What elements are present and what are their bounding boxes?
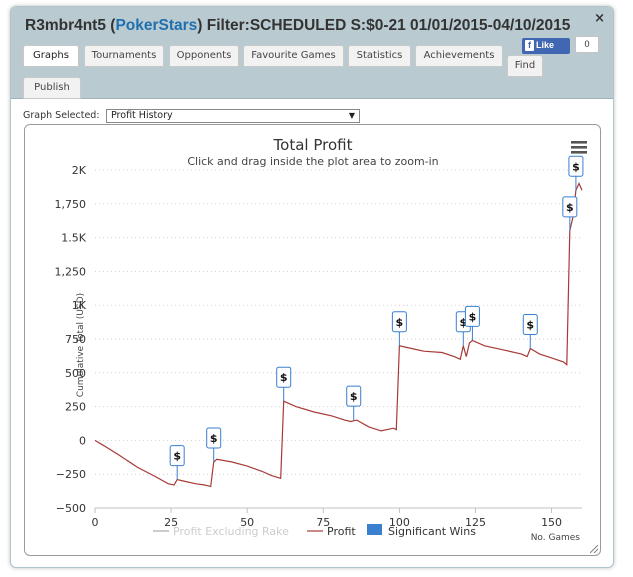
flag-box [568,155,584,177]
flag-label: $ [396,316,404,329]
x-tick-label: 75 [316,516,330,529]
flag-label: $ [210,432,218,445]
close-icon[interactable]: × [594,11,605,26]
x-tick-label: 125 [465,516,486,529]
y-tick-label: 750 [65,333,86,346]
chart-subtitle: Click and drag inside the plot area to z… [187,155,438,168]
significant-win-flag: $ [346,385,362,421]
tab-statistics[interactable]: Statistics [348,45,411,67]
flag-box [276,366,292,388]
significant-win-flag: $ [464,305,480,341]
flag-label: $ [469,310,477,323]
significant-win-flag: $ [169,445,185,480]
menu-icon[interactable] [571,141,587,154]
profit-series-line [94,182,583,488]
legend-label-profit-excluding-rake: Profit Excluding Rake [173,525,289,538]
legend-label-significant-wins: Significant Wins [388,525,476,538]
y-tick-label: 1,750 [55,198,87,211]
tab-graphs[interactable]: Graphs [23,45,79,67]
flag-label: $ [350,390,358,403]
title-bar: R3mbr4nt5 (PokerStars) Filter:SCHEDULED … [11,7,613,99]
site-name[interactable]: PokerStars [115,17,198,34]
flag-label: $ [459,316,467,329]
x-tick-label: 0 [92,516,99,529]
flag-label: $ [526,318,534,331]
significant-win-flag: $ [206,427,222,463]
like-count: 0 [575,36,599,53]
tab-opponents[interactable]: Opponents [169,45,239,67]
tab-tournaments[interactable]: Tournaments [84,45,164,67]
chart-title: Total Profit [273,136,353,154]
y-tick-label: 0 [79,434,86,447]
tab-favourite-games[interactable]: Favourite Games [243,45,344,67]
flag-label: $ [173,450,181,463]
menu-icon-bar [571,151,587,154]
graph-selected-label: Graph Selected: [23,110,100,121]
flag-label: $ [566,201,574,214]
significant-win-flag: $ [562,196,578,231]
leaderboard-window: R3mbr4nt5 (PokerStars) Filter:SCHEDULED … [10,6,614,568]
window-title: R3mbr4nt5 (PokerStars) Filter:SCHEDULED … [25,17,571,34]
tab-find[interactable]: Find [507,55,543,77]
x-tick-label: 50 [240,516,254,529]
flag-box [206,427,222,449]
like-label: Like [536,40,555,50]
profit-chart[interactable]: Total Profit Click and drag inside the p… [25,125,602,557]
flag-box [169,445,185,467]
x-tick-label: 100 [389,516,410,529]
x-tick-label: 25 [164,516,178,529]
facebook-like-button[interactable]: f Like [522,38,570,54]
legend-swatch-significant-wins [367,524,382,535]
legend-label-profit: Profit [327,525,356,538]
flag-box [391,311,407,333]
y-tick-label: 1.5K [61,232,86,245]
resize-handle[interactable] [590,545,598,553]
facebook-icon: f [525,40,534,51]
significant-win-flag: $ [276,366,292,402]
menu-icon-bar [571,146,587,149]
y-tick-label: 1K [72,299,87,312]
y-tick-label: 2K [72,164,87,177]
x-axis-label: No. Games [531,533,581,543]
flag-box [522,313,538,335]
graph-select-dropdown[interactable]: Profit History ▼ [106,109,360,123]
chart-container[interactable]: Total Profit Click and drag inside the p… [24,124,601,556]
flag-box [346,385,362,407]
player-name: R3mbr4nt5 [25,17,106,34]
y-tick-label: −500 [56,502,86,515]
significant-win-flag: $ [522,313,538,349]
menu-icon-bar [571,141,587,144]
tab-achievements[interactable]: Achievements [415,45,503,67]
flag-box [562,196,578,218]
y-tick-label: 250 [65,401,86,414]
flag-label: $ [572,160,580,173]
significant-win-flag: $ [391,311,407,346]
x-tick-label: 150 [541,516,562,529]
flag-box [464,305,480,327]
filter-text: Filter:SCHEDULED S:$0-21 01/01/2015-04/1… [206,17,571,34]
dropdown-arrow-icon: ▼ [348,111,355,120]
tab-publish[interactable]: Publish [23,77,81,99]
y-tick-label: 500 [65,367,86,380]
y-tick-label: 1,250 [55,265,87,278]
flag-label: $ [280,371,288,384]
y-tick-label: −250 [56,468,86,481]
graph-select-value: Profit History [111,110,173,121]
y-axis-label: Cumulative Total (USD) [76,293,86,397]
significant-win-flag: $ [568,155,584,191]
